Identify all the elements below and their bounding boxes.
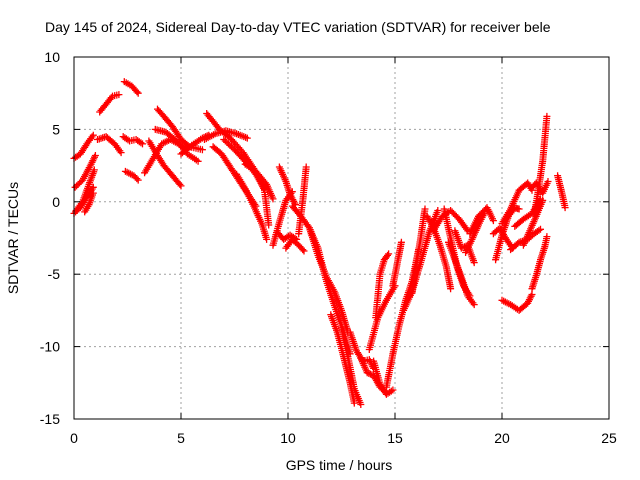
data-marker-trace (528, 178, 552, 197)
y-tick-label: -10 (40, 339, 60, 355)
x-tick-label: 10 (280, 430, 296, 446)
data-marker-trace (275, 163, 299, 209)
data-marker-trace (338, 324, 365, 408)
data-marker-trace (466, 204, 497, 238)
series-arc-08 (120, 78, 142, 97)
data-marker-trace (365, 282, 399, 353)
series-arc-49 (498, 179, 536, 227)
x-tick-label: 0 (70, 430, 78, 446)
data-marker-trace (151, 125, 202, 165)
series-arc-46 (466, 204, 497, 238)
series-arc-06 (96, 91, 123, 116)
data-marker-trace (498, 291, 536, 314)
data-marker-trace (81, 189, 97, 216)
y-tick-label: 0 (52, 194, 60, 210)
data-marker-trace (145, 137, 185, 190)
plot-frame (73, 56, 610, 420)
data-marker-trace (282, 235, 308, 255)
data-marker-trace (233, 170, 271, 243)
data-marker-trace (554, 172, 569, 212)
series-arc-33 (370, 357, 397, 398)
x-tick-label: 15 (387, 430, 403, 446)
data-marker-trace (201, 127, 251, 143)
series-arc-03 (71, 152, 99, 191)
series-arc-45 (462, 208, 489, 256)
data-marker-trace (372, 250, 393, 322)
series-arc-09 (119, 133, 146, 148)
x-tick-label: 20 (494, 430, 510, 446)
series-arc-56 (528, 233, 551, 293)
data-marker-trace (389, 238, 405, 290)
data-marker-trace (408, 205, 429, 297)
series-arc-37 (389, 238, 405, 290)
series-arc-53 (530, 112, 551, 219)
series-arc-57 (554, 172, 569, 212)
x-tick-label: 5 (177, 430, 185, 446)
series-arc-25 (282, 235, 308, 255)
x-axis-label: GPS time / hours (286, 457, 393, 473)
y-tick-label: 5 (52, 121, 60, 137)
data-marker-trace (241, 160, 277, 203)
series-arc-54 (528, 178, 552, 197)
y-axis-label: SDTVAR / TECUs (5, 182, 21, 294)
series-arc-04 (72, 166, 98, 214)
data-marker-trace (530, 112, 551, 219)
data-marker-trace (519, 196, 547, 249)
series-arc-10 (121, 167, 142, 184)
data-marker-trace (445, 238, 478, 309)
y-tick-label: -15 (40, 411, 60, 427)
y-tick-label: -5 (48, 266, 61, 282)
series-arc-07 (94, 133, 125, 157)
series-arc-23 (275, 163, 299, 209)
series-arc-52 (519, 196, 547, 249)
data-marker-trace (305, 224, 352, 336)
series-arc-13 (151, 125, 202, 165)
series-arc-21 (241, 160, 277, 203)
series-arc-39 (408, 205, 429, 297)
series-arc-43 (445, 238, 478, 309)
x-tick-label: 25 (601, 430, 617, 446)
data-marker-trace (72, 166, 98, 214)
data-marker-trace (94, 133, 125, 157)
series-arc-34 (365, 282, 399, 353)
series-arc-12 (145, 137, 185, 190)
y-tick-label: 10 (44, 49, 60, 65)
series-arc-35 (372, 250, 393, 322)
axis-ticks: 0 5 10 15 20 25 -15 -10 -5 0 5 10 (40, 49, 617, 446)
data-marker-trace (498, 179, 536, 227)
data-marker-trace (119, 133, 146, 148)
series-arc-55 (498, 291, 536, 314)
data-marker-trace (370, 357, 397, 398)
series-arc-17 (201, 127, 251, 143)
data-marker-trace (528, 233, 551, 293)
data-marker-trace (96, 91, 123, 116)
series-arc-05 (81, 189, 97, 216)
data-marker-trace (462, 208, 489, 256)
data-marker-trace (71, 152, 99, 191)
series-arc-28 (305, 224, 352, 336)
data-marker-trace (121, 167, 142, 184)
chart-title: Day 145 of 2024, Sidereal Day-to-day VTE… (45, 19, 551, 35)
data-marker-trace (120, 78, 142, 97)
series-arc-30 (338, 324, 365, 408)
data-points (70, 78, 569, 408)
series-arc-20 (233, 170, 271, 243)
